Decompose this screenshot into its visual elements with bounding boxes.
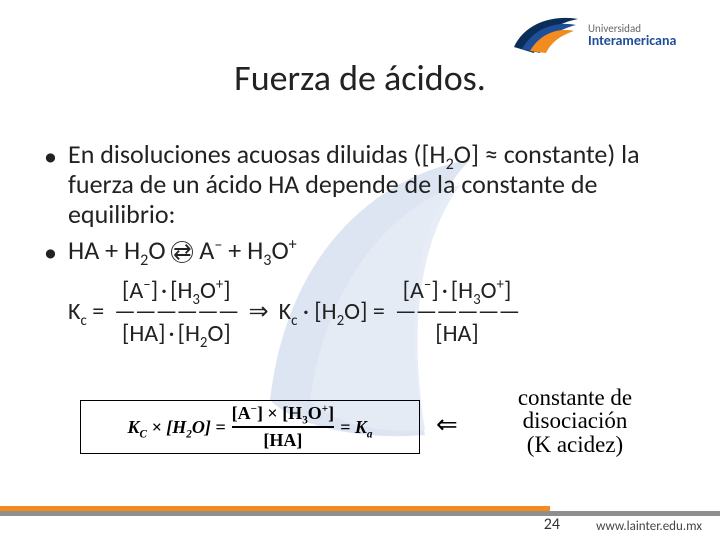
t: · [H xyxy=(297,297,336,326)
fraction-1: [A–]·[H3O+] —————— [HA]·[H2O] xyxy=(114,276,238,348)
footer-url: www.lainter.edu.mx xyxy=(596,519,702,534)
t: = K xyxy=(340,417,367,437)
t: ] xyxy=(328,403,334,423)
bullet-1: • En disoluciones acuosas diluidas ([H2O… xyxy=(44,140,684,230)
boxed-den: [HA] xyxy=(263,430,302,451)
t: disociación xyxy=(470,409,680,432)
t: O] = xyxy=(192,417,226,437)
t: a xyxy=(367,428,373,440)
t: [A xyxy=(232,403,251,423)
t: O xyxy=(271,234,288,266)
frac1-bar: —————— xyxy=(114,305,238,319)
t: ] × [H xyxy=(257,403,302,423)
page-number: 24 xyxy=(544,515,560,534)
boxed-bar xyxy=(232,426,335,428)
bullet-mark-icon: • xyxy=(44,140,68,172)
bullet-1-text: En disoluciones acuosas diluidas ([H2O] … xyxy=(68,140,684,230)
t: O] xyxy=(454,138,485,170)
t: O] = xyxy=(344,297,385,326)
t: A xyxy=(193,234,214,266)
logo-swoosh-icon xyxy=(512,13,582,57)
slide: Universidad Interamericana Fuerza de áci… xyxy=(0,0,720,540)
boxed-rhs: = Ka xyxy=(340,417,372,438)
t: C xyxy=(140,428,147,440)
t: O xyxy=(308,403,322,423)
t: + xyxy=(289,235,297,254)
t: K xyxy=(279,297,291,326)
frac1-den: [HA]·[H2O] xyxy=(120,319,233,348)
boxed-lhs: KC × [H2O] = xyxy=(128,417,226,438)
boxed-equation: KC × [H2O] = [A−] × [H3O+] [HA] = Ka xyxy=(80,400,420,454)
kc-mid: Kc · [H2O] = xyxy=(279,297,385,326)
left-arrow-icon: ⇐ xyxy=(436,408,458,440)
t: K xyxy=(128,417,140,437)
reaction-arrow-icon: ⇄ xyxy=(171,241,193,263)
footer-bar xyxy=(0,506,720,516)
dissociation-label: constante de disociación (K acidez) xyxy=(470,386,680,456)
frac2-bar: —————— xyxy=(395,305,519,319)
kc-left: Kc = xyxy=(68,297,104,326)
t: HA + H xyxy=(68,234,140,266)
t: ≈ xyxy=(485,138,498,170)
footer-gray-line xyxy=(0,511,720,516)
t: O xyxy=(148,234,171,266)
t: = xyxy=(87,297,104,326)
t: constante de xyxy=(470,386,680,409)
implies-arrow-icon: ⇒ xyxy=(249,297,269,326)
bullet-2-text: HA + H2O ⇄ A– + H3O+ xyxy=(68,236,684,266)
bullet-mark-icon: • xyxy=(44,236,68,268)
fraction-2: [A–]·[H3O+] —————— [HA] xyxy=(395,276,519,348)
t: + H xyxy=(222,234,263,266)
bullet-2: • HA + H2O ⇄ A– + H3O+ xyxy=(44,236,684,268)
frac2-den: [HA] xyxy=(433,319,481,348)
university-logo: Universidad Interamericana xyxy=(512,8,702,62)
boxed-fraction: [A−] × [H3O+] [HA] xyxy=(232,403,335,451)
boxed-num: [A−] × [H3O+] xyxy=(232,403,335,424)
slide-body: • En disoluciones acuosas diluidas ([H2O… xyxy=(44,140,684,348)
t: × [H xyxy=(147,417,186,437)
t: K xyxy=(68,297,80,326)
equation-row: Kc = [A–]·[H3O+] —————— [HA]·[H2O] ⇒ Kc … xyxy=(68,276,684,348)
t: (K acidez) xyxy=(470,433,680,456)
t: En disoluciones acuosas diluidas ([H xyxy=(68,138,446,170)
logo-line2: Interamericana xyxy=(588,34,676,48)
slide-title: Fuerza de ácidos. xyxy=(0,56,720,100)
